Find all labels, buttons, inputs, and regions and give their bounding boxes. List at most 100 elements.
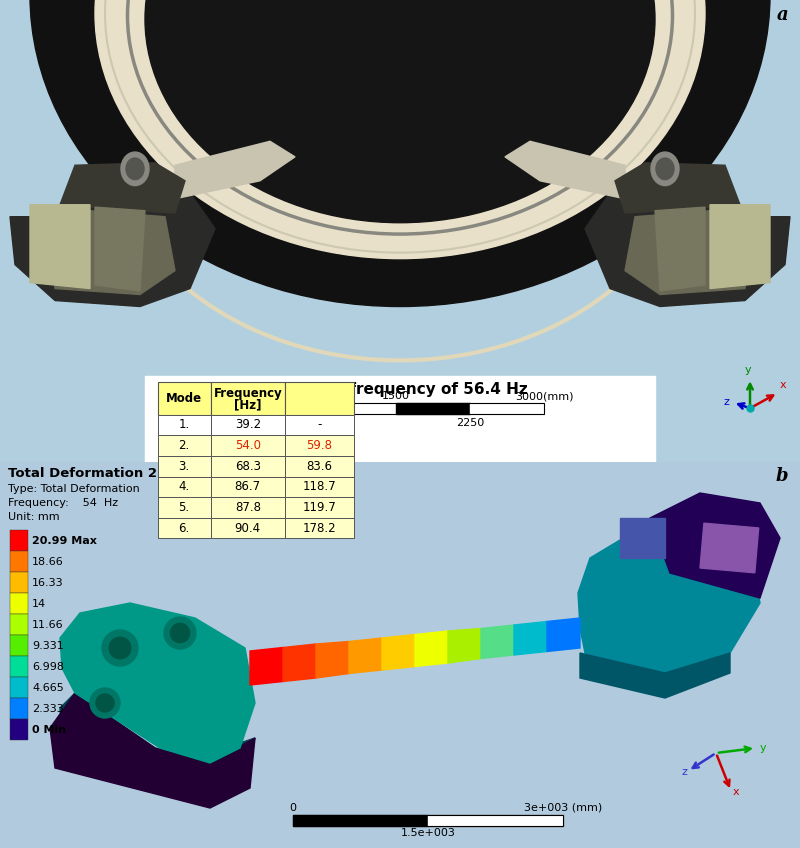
Bar <box>210 456 285 477</box>
Polygon shape <box>60 693 255 798</box>
Polygon shape <box>625 210 750 294</box>
Bar <box>285 382 354 415</box>
Text: 3.: 3. <box>178 460 190 472</box>
Text: y: y <box>745 365 751 375</box>
Ellipse shape <box>30 0 770 306</box>
Text: Mode: Mode <box>166 392 202 404</box>
Text: Meshing frequency of 56.4 Hz: Meshing frequency of 56.4 Hz <box>272 382 528 397</box>
Text: 3000(mm): 3000(mm) <box>514 391 574 401</box>
Polygon shape <box>481 625 514 659</box>
Text: Frequency: Frequency <box>214 387 282 399</box>
Text: 0 Min: 0 Min <box>32 725 66 734</box>
Polygon shape <box>578 528 760 673</box>
Bar <box>285 435 354 456</box>
Polygon shape <box>655 207 705 291</box>
Text: [Hz]: [Hz] <box>234 399 262 412</box>
Bar <box>700 523 758 572</box>
Text: 11.66: 11.66 <box>32 620 64 630</box>
Bar <box>210 518 285 538</box>
Text: 2.333: 2.333 <box>32 704 64 714</box>
Bar <box>210 435 285 456</box>
Polygon shape <box>95 207 145 291</box>
Bar <box>285 497 354 518</box>
Bar <box>396 404 470 415</box>
Circle shape <box>109 637 131 659</box>
Text: 5.: 5. <box>178 501 190 514</box>
Text: y: y <box>760 743 766 753</box>
Bar <box>285 518 354 538</box>
Text: 2250: 2250 <box>456 418 484 428</box>
Polygon shape <box>60 163 185 213</box>
Bar <box>158 497 210 518</box>
Text: 68.3: 68.3 <box>234 460 261 472</box>
Text: Unit: mm: Unit: mm <box>8 512 60 522</box>
Polygon shape <box>505 142 625 198</box>
Polygon shape <box>514 622 547 655</box>
Text: 54.0: 54.0 <box>234 439 261 452</box>
Circle shape <box>121 152 149 186</box>
Bar <box>145 376 655 462</box>
Ellipse shape <box>145 0 655 223</box>
Text: b: b <box>775 467 788 485</box>
Text: 4.: 4. <box>178 480 190 494</box>
Bar <box>428 815 563 826</box>
Text: 750: 750 <box>311 418 333 428</box>
Bar <box>158 415 210 435</box>
Circle shape <box>126 158 144 180</box>
Bar <box>10 551 28 572</box>
Polygon shape <box>316 641 349 678</box>
Polygon shape <box>580 653 730 698</box>
Bar <box>285 415 354 435</box>
Bar <box>285 456 354 477</box>
Bar <box>285 477 354 497</box>
Bar <box>470 404 544 415</box>
Text: -: - <box>317 418 322 432</box>
Bar <box>210 497 285 518</box>
Bar <box>10 635 28 656</box>
Polygon shape <box>283 644 316 682</box>
Text: 59.8: 59.8 <box>306 439 332 452</box>
Ellipse shape <box>95 0 705 259</box>
Bar <box>10 719 28 740</box>
Polygon shape <box>415 631 448 667</box>
Polygon shape <box>30 204 90 288</box>
Text: 83.6: 83.6 <box>306 460 332 472</box>
Bar <box>158 456 210 477</box>
Polygon shape <box>382 634 415 670</box>
Text: x: x <box>780 380 786 390</box>
Circle shape <box>102 630 138 666</box>
Polygon shape <box>60 603 255 763</box>
Text: 0: 0 <box>245 391 251 401</box>
Circle shape <box>656 158 674 180</box>
Text: 118.7: 118.7 <box>302 480 336 494</box>
Polygon shape <box>448 628 481 663</box>
Bar <box>210 477 285 497</box>
Polygon shape <box>710 204 770 288</box>
Polygon shape <box>615 163 740 213</box>
Bar <box>10 614 28 635</box>
Bar <box>10 572 28 593</box>
Circle shape <box>170 623 190 643</box>
Text: 39.2: 39.2 <box>234 418 261 432</box>
Text: z: z <box>681 767 687 777</box>
Text: 4.665: 4.665 <box>32 683 64 693</box>
Text: Type: Total Deformation: Type: Total Deformation <box>8 484 140 494</box>
Text: 86.7: 86.7 <box>234 480 261 494</box>
Bar <box>248 404 544 415</box>
Circle shape <box>651 152 679 186</box>
Bar <box>158 477 210 497</box>
Text: 0: 0 <box>290 803 297 813</box>
Circle shape <box>90 688 120 718</box>
Bar <box>10 593 28 614</box>
Text: 1.5e+003: 1.5e+003 <box>401 828 455 838</box>
Bar <box>293 815 563 826</box>
Circle shape <box>164 617 196 649</box>
Polygon shape <box>349 638 382 673</box>
Text: 16.33: 16.33 <box>32 577 64 588</box>
Text: 90.4: 90.4 <box>234 522 261 534</box>
Text: z: z <box>723 398 729 407</box>
Bar <box>210 415 285 435</box>
Bar <box>248 404 322 415</box>
Text: a: a <box>776 6 788 24</box>
Text: 1500: 1500 <box>382 391 410 401</box>
